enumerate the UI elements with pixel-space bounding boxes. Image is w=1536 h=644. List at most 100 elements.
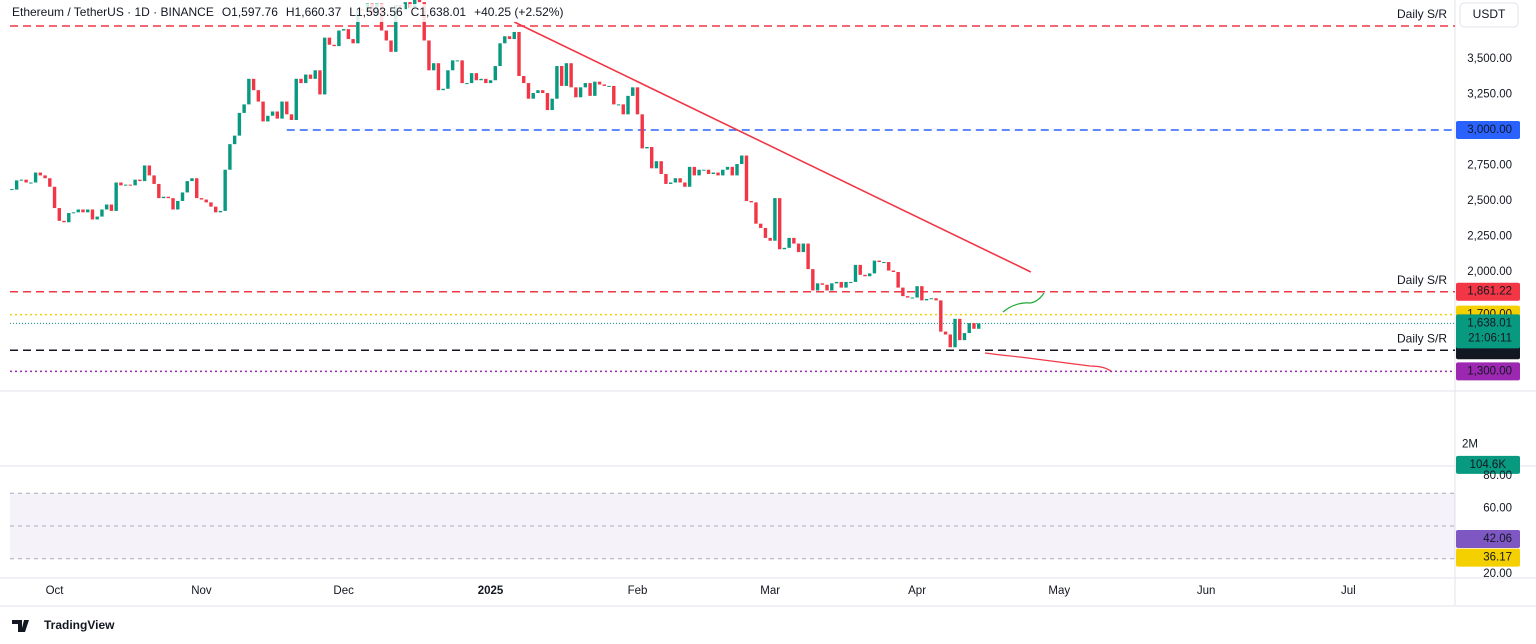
candle-body: [313, 70, 317, 79]
candle-body: [863, 274, 867, 277]
candle-body: [735, 164, 739, 176]
candle-body: [417, 0, 422, 3]
candle-body: [664, 173, 668, 184]
candle-body: [531, 93, 535, 99]
candle-body: [90, 209, 95, 220]
candle-body: [659, 161, 663, 174]
candle-body: [849, 281, 853, 283]
candle-body: [692, 166, 697, 176]
candle-body: [683, 182, 687, 187]
candle-body: [14, 180, 19, 190]
candle-body: [356, 9, 360, 44]
candle-body: [441, 88, 445, 91]
candle-body: [740, 155, 744, 165]
candle-body: [469, 73, 474, 84]
rsi-tick-label: 20.00: [1483, 568, 1512, 580]
candle-body: [796, 243, 801, 253]
candle-body: [626, 95, 630, 115]
candle-body: [275, 111, 280, 119]
candle-body: [593, 81, 597, 96]
header-bg: [10, 4, 216, 22]
candle-body: [721, 169, 725, 176]
candle-body: [811, 269, 815, 291]
brand-logo: [12, 620, 29, 632]
candle-body: [446, 70, 450, 89]
x-tick-label: Dec: [333, 585, 354, 597]
candle-body: [706, 169, 711, 174]
change: +40.25 (+2.52%): [474, 5, 563, 19]
ohlc-value: C1,638.01: [411, 5, 467, 19]
candle-body: [512, 31, 516, 40]
candle-body: [687, 166, 692, 187]
candle-body: [550, 98, 554, 111]
candle-body: [711, 172, 716, 174]
x-tick-label: Apr: [908, 585, 926, 597]
trendline: [513, 21, 1032, 273]
y-tick-label: 2,250.00: [1467, 231, 1512, 243]
candle-body: [839, 281, 843, 288]
candle-body: [540, 90, 545, 94]
candle-body: [223, 169, 227, 211]
candle-body: [905, 296, 910, 298]
x-tick-label: Mar: [760, 585, 780, 597]
candle-body: [33, 172, 38, 183]
candle-body: [962, 333, 967, 341]
candle-body: [71, 212, 76, 214]
candle-body: [157, 183, 161, 199]
currency-button[interactable]: [1459, 2, 1519, 28]
candle-body: [725, 166, 730, 170]
candle-body: [825, 284, 829, 291]
candle-body: [195, 178, 199, 199]
header-bg: [347, 4, 405, 22]
currency[interactable]: USDT: [1473, 7, 1506, 21]
candle-body: [522, 75, 526, 84]
candle-body: [507, 36, 512, 40]
candle-body: [171, 198, 175, 210]
x-tick-label: Nov: [191, 585, 212, 597]
candle-body: [185, 181, 189, 193]
candle-body: [322, 37, 327, 95]
price-label-box: [1456, 362, 1520, 381]
candle-body: [612, 85, 616, 105]
candle-body: [232, 135, 237, 145]
candle-body: [503, 36, 507, 44]
candle-body: [104, 204, 109, 210]
candle-body: [754, 202, 758, 224]
candle-body: [318, 70, 322, 95]
candle-body: [730, 166, 734, 176]
candle-body: [199, 198, 204, 200]
last-price-box: [1456, 314, 1520, 349]
candle-body: [484, 78, 488, 84]
candle-body: [488, 80, 493, 84]
candle-body: [564, 63, 569, 86]
candle-body: [43, 175, 47, 179]
projection-up: [1002, 292, 1045, 313]
header-bg: [283, 4, 344, 22]
candle-body: [327, 37, 332, 45]
candle-body: [958, 318, 962, 341]
candle-body: [607, 85, 611, 87]
candle-body: [953, 318, 957, 348]
candle-body: [114, 182, 118, 211]
candle-body: [820, 283, 825, 285]
candle-body: [166, 196, 170, 199]
candle-body: [460, 60, 464, 84]
candle-body: [341, 29, 346, 31]
candle-body: [128, 184, 133, 186]
x-tick-label: 2025: [478, 585, 504, 597]
candle-body: [247, 78, 251, 105]
candle-body: [773, 198, 777, 241]
candle-body: [806, 243, 810, 270]
candle-body: [161, 196, 166, 199]
candle-body: [678, 178, 682, 183]
candle-body: [123, 184, 128, 186]
candle-body: [251, 78, 256, 91]
price-label-box: [1456, 120, 1520, 139]
candle-body: [763, 227, 768, 238]
candle-body: [38, 172, 43, 176]
rsi-ma-label: 36.17: [1483, 552, 1512, 564]
candle-body: [939, 300, 943, 332]
candle-body: [242, 104, 246, 113]
candle-body: [346, 29, 351, 40]
